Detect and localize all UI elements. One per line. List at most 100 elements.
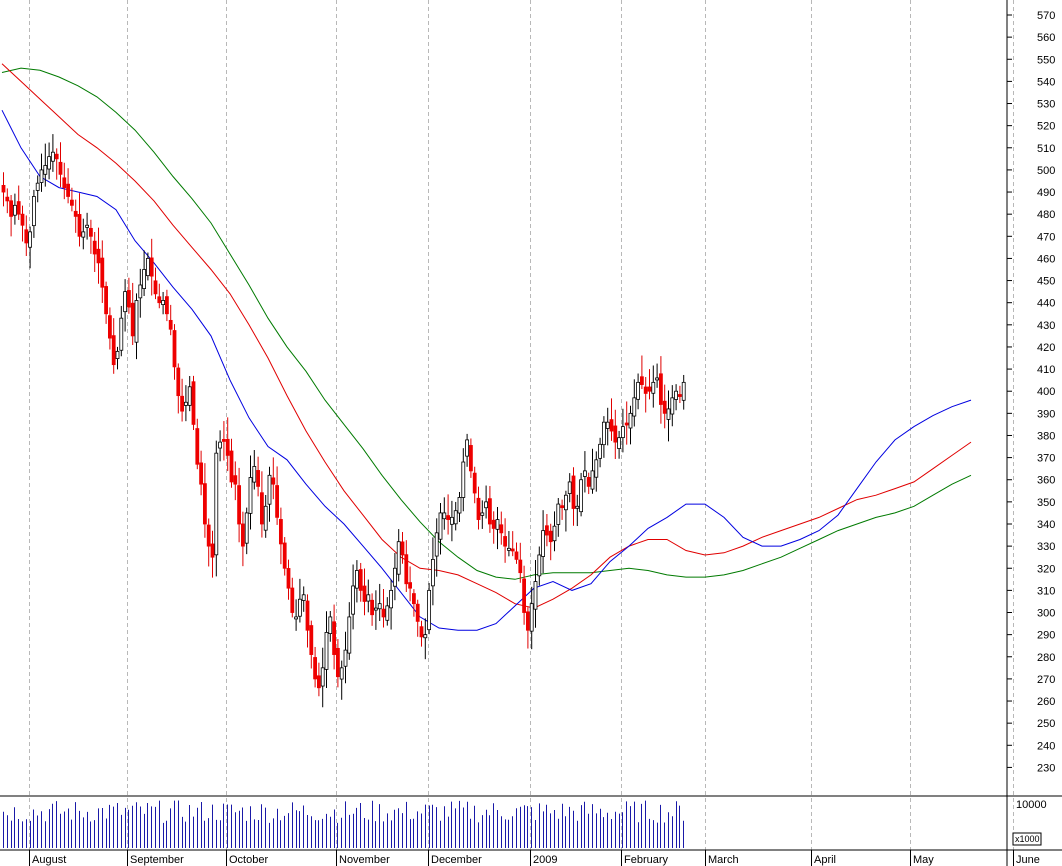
price-tick-label: 490 <box>1037 187 1055 199</box>
candle-body <box>180 395 185 412</box>
candle-body <box>347 616 352 654</box>
candle-body <box>328 616 333 634</box>
candle-body <box>495 519 500 530</box>
candle-body <box>590 470 595 490</box>
candle-body <box>647 386 652 392</box>
price-tick-label: 540 <box>1037 76 1055 88</box>
candle-body <box>427 589 432 631</box>
price-tick-label: 330 <box>1037 541 1055 553</box>
candle-body <box>366 594 371 602</box>
candle-body <box>518 559 523 574</box>
price-tick-label: 230 <box>1037 762 1055 774</box>
candle-body <box>100 257 105 288</box>
candle-body <box>575 505 580 509</box>
candle-body <box>313 657 318 680</box>
candle-body <box>670 397 675 415</box>
month-label: 2009 <box>533 854 557 866</box>
candle-body <box>583 470 587 477</box>
candle-body <box>476 497 481 520</box>
candle-body <box>396 541 401 575</box>
candle-body <box>621 426 625 439</box>
price-tick-label: 410 <box>1037 364 1055 376</box>
candle-body <box>636 381 640 400</box>
candle-body <box>594 459 599 478</box>
candle-body <box>598 443 602 459</box>
candle-body <box>256 470 261 487</box>
price-tick-label: 440 <box>1037 298 1055 310</box>
candle-body <box>423 634 428 639</box>
candle-body <box>89 227 93 237</box>
candle-body <box>66 183 70 197</box>
candle-body <box>643 386 648 394</box>
volume-multiplier-label: x1000 <box>1015 834 1040 844</box>
candle-body <box>172 330 177 368</box>
candle-body <box>442 512 447 520</box>
candle-body <box>438 512 443 540</box>
candle-body <box>278 519 283 545</box>
month-label: April <box>814 854 836 866</box>
candle-body <box>571 475 576 509</box>
candle-body <box>472 472 477 494</box>
candle-body <box>96 248 101 264</box>
vertical-gridlines <box>29 0 1014 850</box>
candle-body <box>579 479 583 513</box>
price-tick-label: 310 <box>1037 585 1055 597</box>
candle-body <box>24 229 29 244</box>
candle-body <box>514 551 519 560</box>
candle-body <box>373 607 378 611</box>
candle-body <box>43 165 48 175</box>
candle-body <box>233 475 238 485</box>
price-tick-label: 350 <box>1037 497 1055 509</box>
candle-body <box>309 625 314 655</box>
candle-body <box>640 376 644 385</box>
candle-body <box>316 675 321 689</box>
candle-body <box>586 477 591 487</box>
candle-body <box>12 204 17 216</box>
candle-body <box>62 177 67 189</box>
price-tick-label: 560 <box>1037 32 1055 44</box>
price-tick-label: 430 <box>1037 320 1055 332</box>
candle-body <box>632 397 637 417</box>
candle-body <box>430 558 435 587</box>
candle-body <box>453 510 458 525</box>
candle-body <box>332 621 337 655</box>
candle-body <box>130 302 135 337</box>
candle-body <box>153 280 158 295</box>
candle-body <box>244 512 249 544</box>
candle-body <box>183 401 188 406</box>
candle-body <box>142 269 147 289</box>
candle-body <box>651 381 656 394</box>
candle-body <box>164 296 169 315</box>
candle-body <box>613 425 618 443</box>
price-tick-label: 280 <box>1037 652 1055 664</box>
candle-body <box>73 210 78 217</box>
candle-body <box>659 373 663 405</box>
candle-body <box>282 542 287 569</box>
candle-body <box>381 608 386 618</box>
candle-body <box>85 224 89 228</box>
ma-blue-line <box>1 109 972 631</box>
price-tick-label: 300 <box>1037 608 1055 620</box>
candle-body <box>115 350 120 359</box>
candle-body <box>305 600 310 631</box>
price-tick-label: 570 <box>1037 10 1055 22</box>
candle-body <box>54 153 59 160</box>
price-tick-label: 390 <box>1037 408 1055 420</box>
candle-body <box>237 485 242 525</box>
candle-body <box>419 626 424 638</box>
candle-body <box>351 585 356 615</box>
price-tick-label: 370 <box>1037 453 1055 465</box>
price-tick-label: 270 <box>1037 674 1055 686</box>
candle-body <box>415 603 420 622</box>
month-label: June <box>1016 854 1040 866</box>
candle-body <box>678 394 682 397</box>
candle-body <box>32 196 36 227</box>
price-tick-label: 530 <box>1037 99 1055 111</box>
candle-body <box>206 524 211 547</box>
candle-body <box>335 647 340 678</box>
candle-body <box>320 667 325 687</box>
candle-body <box>58 161 63 175</box>
month-label: September <box>130 854 184 866</box>
candle-body <box>617 437 621 449</box>
candle-body <box>537 554 542 577</box>
